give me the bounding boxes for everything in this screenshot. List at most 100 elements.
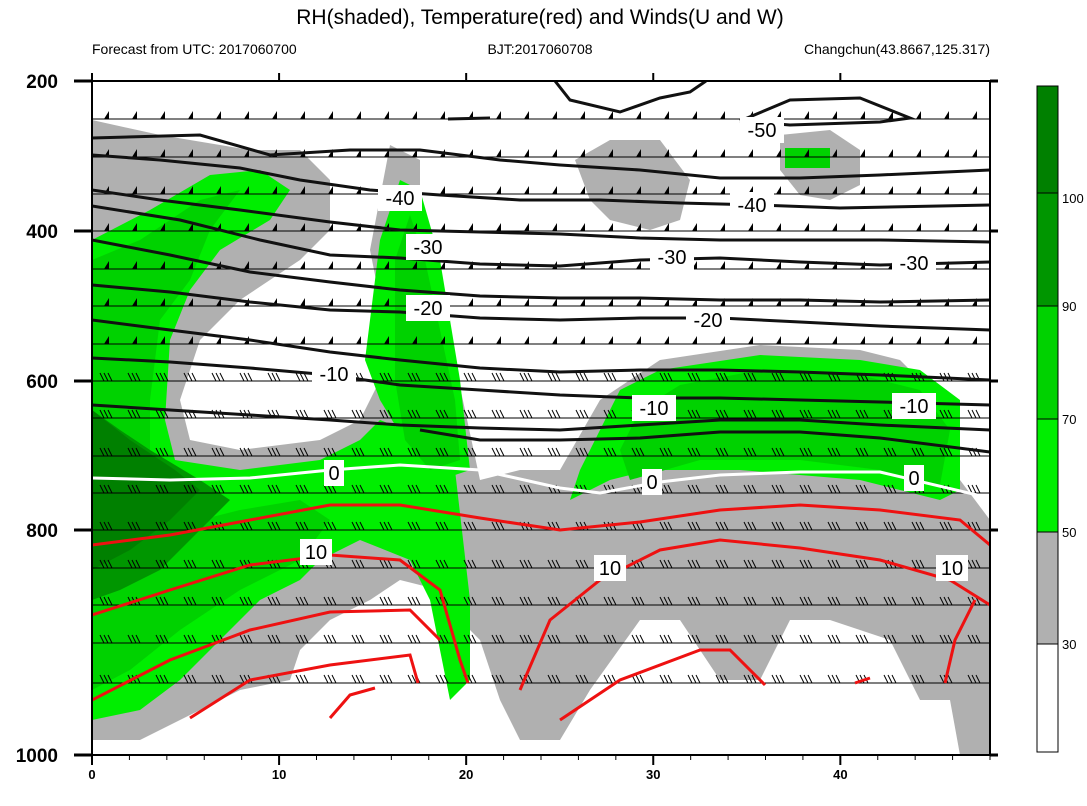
contour-minus10-c [419, 428, 990, 454]
wind-barb [972, 111, 977, 119]
wind-barb [127, 447, 141, 457]
wind-barb [743, 409, 757, 419]
wind-barb [972, 149, 977, 157]
x-tick-label: 20 [459, 767, 473, 782]
contour-label: -40 [730, 192, 774, 218]
wind-barb [552, 111, 557, 119]
wind-barb [295, 634, 309, 644]
wind-barb [855, 559, 869, 569]
contour-label: 10 [594, 555, 626, 581]
colorbar-segment [1036, 418, 1059, 533]
contour-label: 0 [324, 460, 344, 486]
wind-barb [323, 674, 337, 684]
wind-barb [239, 372, 253, 382]
wind-barb [384, 336, 389, 344]
wind-barb [804, 111, 809, 119]
wind-barb [799, 596, 813, 606]
wind-barb [771, 409, 785, 419]
wind-barb [211, 447, 225, 457]
wind-barb [435, 447, 449, 457]
wind-barb [519, 372, 533, 382]
wind-barb [295, 447, 309, 457]
contour-label: -50 [740, 117, 784, 143]
wind-barb [748, 261, 753, 269]
wind-barb [407, 484, 421, 494]
wind-barb [799, 372, 813, 382]
wind-barb [440, 223, 445, 231]
wind-barb [860, 111, 865, 119]
wind-barb [636, 261, 641, 269]
wind-barb [771, 559, 785, 569]
wind-barb [155, 596, 169, 606]
wind-barb [104, 336, 109, 344]
wind-barb [664, 336, 669, 344]
wind-barb [524, 298, 529, 306]
contour-label: 0 [642, 469, 662, 495]
wind-barb [939, 521, 953, 531]
wind-barb [295, 521, 309, 531]
wind-barb [636, 186, 641, 194]
wind-barb [664, 149, 669, 157]
wind-barb [659, 596, 673, 606]
wind-barb [496, 149, 501, 157]
wind-barb [300, 261, 305, 269]
wind-barb [743, 372, 757, 382]
contour-minus40-a [92, 133, 990, 180]
wind-barb [491, 559, 505, 569]
wind-barb [160, 261, 165, 269]
wind-barb [155, 674, 169, 684]
contour-minus50 [553, 81, 707, 114]
wind-barb [911, 559, 925, 569]
wind-barb [183, 674, 197, 684]
contour-plus10-d [92, 608, 442, 702]
wind-barb [99, 521, 113, 531]
wind-barb [435, 484, 449, 494]
wind-barb [99, 634, 113, 644]
wind-barb [323, 484, 337, 494]
wind-barb [631, 447, 645, 457]
wind-barb [939, 596, 953, 606]
contour-minus40-c [92, 188, 990, 244]
wind-barb [183, 596, 197, 606]
wind-barb [967, 409, 981, 419]
wind-barb [771, 521, 785, 531]
wind-barb [440, 336, 445, 344]
contour-plus10-f [559, 648, 767, 722]
wind-barb [99, 484, 113, 494]
wind-barb [384, 298, 389, 306]
wind-barb [356, 261, 361, 269]
wind-barb [687, 634, 701, 644]
wind-barb [183, 521, 197, 531]
wind-barb [323, 596, 337, 606]
colorbar: 30 50 70 90 100 [1036, 85, 1084, 753]
wind-barb [575, 559, 589, 569]
wind-barb [188, 298, 193, 306]
y-tick-label: 600 [26, 372, 58, 393]
colorbar-label: 100 [1062, 191, 1084, 206]
wind-barb [720, 149, 725, 157]
colorbar-segment [1036, 305, 1059, 420]
plot-area: -50 -40 -40 -30 -30 -30 -20 -20 -10 -10 -10 0 0 0 10 10… [92, 81, 990, 755]
wind-barb [664, 186, 669, 194]
wind-barb [99, 409, 113, 419]
wind-barb [524, 186, 529, 194]
wind-barb [272, 111, 277, 119]
wind-barb [692, 149, 697, 157]
wind-barb [328, 223, 333, 231]
wind-barb [272, 186, 277, 194]
colorbar-segment [1036, 643, 1059, 753]
wind-barb [575, 674, 589, 684]
y-tick-label: 800 [26, 521, 58, 542]
wind-barb [911, 634, 925, 644]
contour-minus20-a [92, 283, 990, 332]
wind-barb [132, 186, 137, 194]
svg-text:-30: -30 [414, 237, 443, 259]
wind-barb [855, 634, 869, 644]
wind-barb [519, 596, 533, 606]
contour-label: -20 [686, 307, 730, 333]
wind-barb [183, 447, 197, 457]
wind-barb [832, 149, 837, 157]
forecast-label: Forecast from UTC: 2017060700 [92, 41, 297, 57]
wind-barb [211, 674, 225, 684]
